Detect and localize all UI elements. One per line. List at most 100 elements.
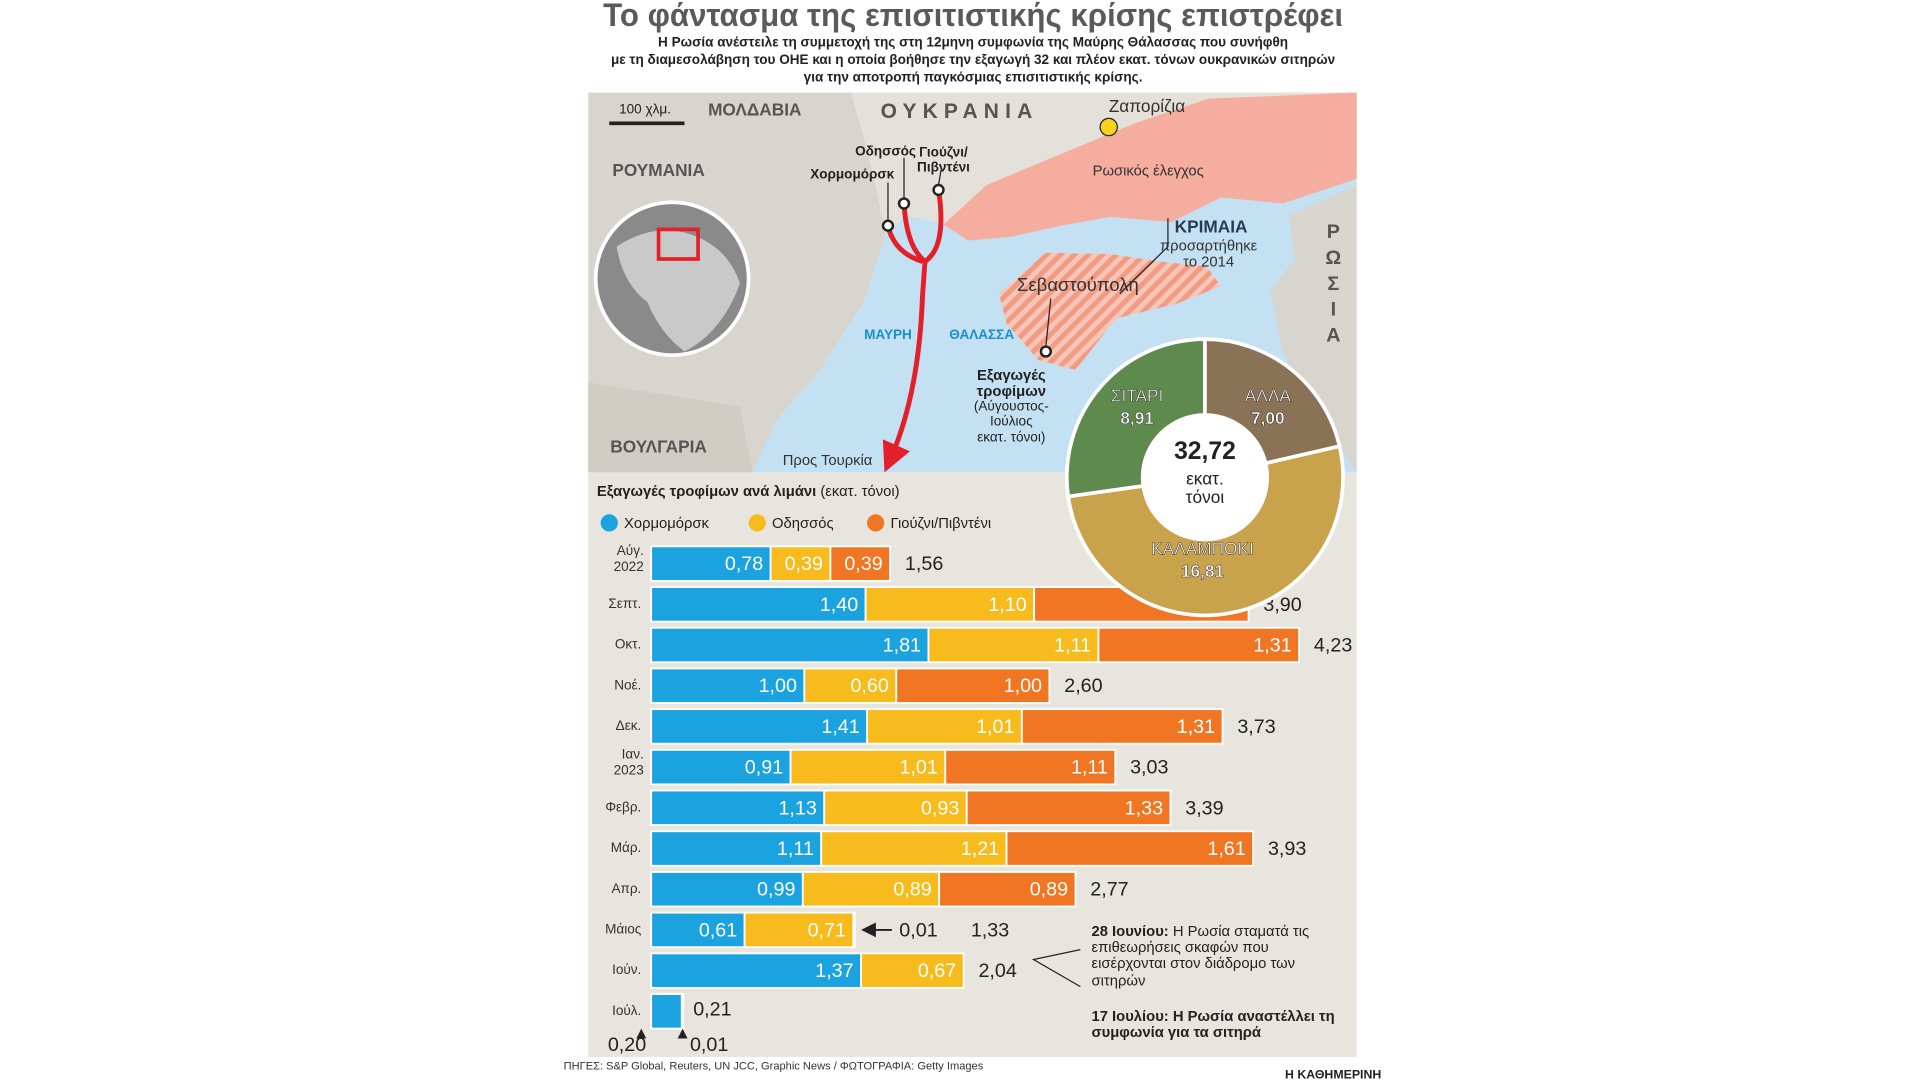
legend-swatch	[748, 514, 766, 532]
legend-label: Οδησσός	[772, 516, 834, 532]
map-label: Γιούζνι/ Πιβντένι	[917, 145, 970, 176]
map-label: ΜΑΥΡΗ	[864, 327, 912, 342]
bar-segment	[860, 952, 965, 989]
port	[881, 219, 895, 232]
category-label: Σεπτ.	[608, 596, 641, 611]
value-label: 0,60	[850, 675, 888, 697]
value-label: 1,11	[1054, 634, 1091, 656]
value-label: 0,01	[899, 919, 937, 941]
category-label: Νοέ.	[614, 677, 641, 692]
map-label: Χορμομόρσκ	[810, 167, 894, 182]
bar-segment	[650, 830, 823, 867]
bulgaria-land	[588, 382, 753, 473]
map-label: ΘΑΛΑΣΣΑ	[949, 327, 1014, 342]
legend-swatch	[867, 514, 885, 532]
pie-title: Εξαγωγές τροφίμων	[976, 367, 1046, 400]
chart-title: Εξαγωγές τροφίμων ανά λιμάνι (εκατ. τόνο…	[597, 484, 900, 500]
bar-segment	[820, 830, 1008, 867]
value-label: 1,31	[1177, 716, 1215, 738]
pie-unit-box: εκατ. τόνοι	[1185, 469, 1225, 508]
bar-segment	[829, 545, 892, 582]
total-label: 4,23	[1314, 634, 1352, 656]
bar-segment	[938, 871, 1077, 908]
total-label: 3,03	[1130, 757, 1168, 779]
value-label: 1,33	[1125, 797, 1163, 819]
map-label: ΚΡΙΜΑΙΑ	[1175, 217, 1248, 237]
map-label: ΟΥΚΡΑΝΙΑ	[881, 100, 1039, 123]
total-label: 1,33	[971, 919, 1009, 941]
map-label: προσαρτήθηκε το 2014	[1159, 238, 1258, 271]
value-label: 0,20	[608, 1034, 646, 1056]
value-label: 0,67	[918, 960, 956, 982]
legend-label: Χορμομόρσκ	[624, 516, 709, 532]
crimea	[998, 252, 1221, 370]
value-label: 0,71	[808, 919, 846, 941]
bar-segment	[769, 545, 832, 582]
subtitle: για την αποτροπή παγκόσμιας επισιτιστική…	[804, 69, 1143, 84]
bar-segment	[650, 667, 806, 704]
bar-segment	[650, 586, 867, 623]
value-label: 1,10	[988, 594, 1026, 616]
value-label: 0,39	[785, 553, 823, 575]
pie-unit: εκατ. τόνοι	[1185, 469, 1225, 508]
annotation: 28 Ιουνίου: Η Ρωσία σταματά τις επιθεωρή…	[1091, 924, 1313, 989]
total-label: 0,21	[693, 998, 731, 1020]
pie-subtitle: (Αύγουστος- Ιούλιος εκατ. τόνοι)	[973, 400, 1049, 445]
value-label: 0,78	[725, 553, 763, 575]
legend-label: Γιούζνι/Πιβντένι	[890, 516, 991, 532]
bar-segment	[680, 993, 685, 1030]
slice-value: 7,00	[1251, 408, 1285, 428]
value-label: 1,11	[777, 838, 814, 860]
category-label-box: Αύγ. 2022	[613, 543, 644, 575]
slice-value: 8,91	[1120, 408, 1154, 428]
value-label: 0,91	[745, 757, 783, 779]
bar-segment	[650, 789, 826, 827]
category-label: Δεκ.	[616, 718, 642, 733]
annotation: 17 Ιουλίου: Η Ρωσία αναστέλλει τη συμφων…	[1091, 1008, 1335, 1042]
value-label: 1,01	[976, 716, 1014, 738]
bar-segment	[1097, 626, 1301, 664]
bar-segment	[650, 545, 772, 582]
bar-segment	[1005, 830, 1255, 867]
bar-segment	[650, 748, 792, 786]
value-label: 1,81	[883, 634, 921, 656]
nuclear-icon	[1099, 117, 1118, 137]
map-label: Οδησσός	[855, 143, 916, 158]
value-label: 1,41	[821, 716, 859, 738]
map-label: ΡΩΣΙΑ	[1322, 221, 1344, 346]
bar-segment	[650, 993, 683, 1030]
chart-unit: (εκατ. τόνοι)	[820, 484, 899, 500]
bar-segment	[965, 789, 1172, 827]
publisher: Η ΚΑΘΗΜΕΡΙΝΗ	[1285, 1068, 1381, 1080]
city-dot	[1039, 345, 1053, 358]
value-label: 0,01	[690, 1034, 728, 1056]
slice-label: ΑΛΛΑ	[1245, 386, 1292, 406]
bar-segment	[801, 871, 941, 908]
value-label: 1,01	[899, 757, 937, 779]
value-label: 0,89	[1030, 879, 1068, 901]
pie-caption: Εξαγωγές τροφίμων (Αύγουστος- Ιούλιος εκα…	[950, 368, 1073, 445]
slice-label: ΚΑΛΑΜΠΟΚΙ	[1151, 539, 1254, 559]
map-label: ΜΟΛΔΑΒΙΑ	[708, 100, 801, 120]
bar-segment	[895, 667, 1051, 704]
map-label: Ρωσικός έλεγχος	[1093, 163, 1204, 179]
bar-chart: Χορμομόρσκ Οδησσός Γιούζνι/Πιβντένι Αύγ. 20…	[600, 514, 1352, 1056]
category-label: Απρ.	[611, 881, 641, 896]
sources: ΠΗΓΕΣ: S&P Global, Reuters, UN JCC, Grap…	[564, 1061, 984, 1073]
value-label: 1,00	[1004, 675, 1042, 697]
category-label: Μάιος	[605, 921, 642, 936]
map-label: Σεβαστούπολη	[1017, 274, 1139, 295]
value-label: 0,89	[893, 879, 931, 901]
category-label: Οκτ.	[615, 637, 641, 652]
port	[897, 197, 911, 210]
value-label: 1,61	[1207, 838, 1245, 860]
category-label: Αύγ. 2022	[613, 543, 644, 575]
legend-swatch	[600, 514, 618, 532]
total-label: 3,39	[1185, 797, 1223, 819]
category-label: Φεβρ.	[605, 799, 641, 814]
value-label: 1,21	[961, 838, 999, 860]
category-label: Ιαν. 2023	[613, 747, 644, 779]
map-label: ΒΟΥΛΓΑΡΙΑ	[610, 436, 707, 456]
subtitle: με τη διαμεσολάβηση του ΟΗΕ και η οποία …	[611, 52, 1335, 67]
